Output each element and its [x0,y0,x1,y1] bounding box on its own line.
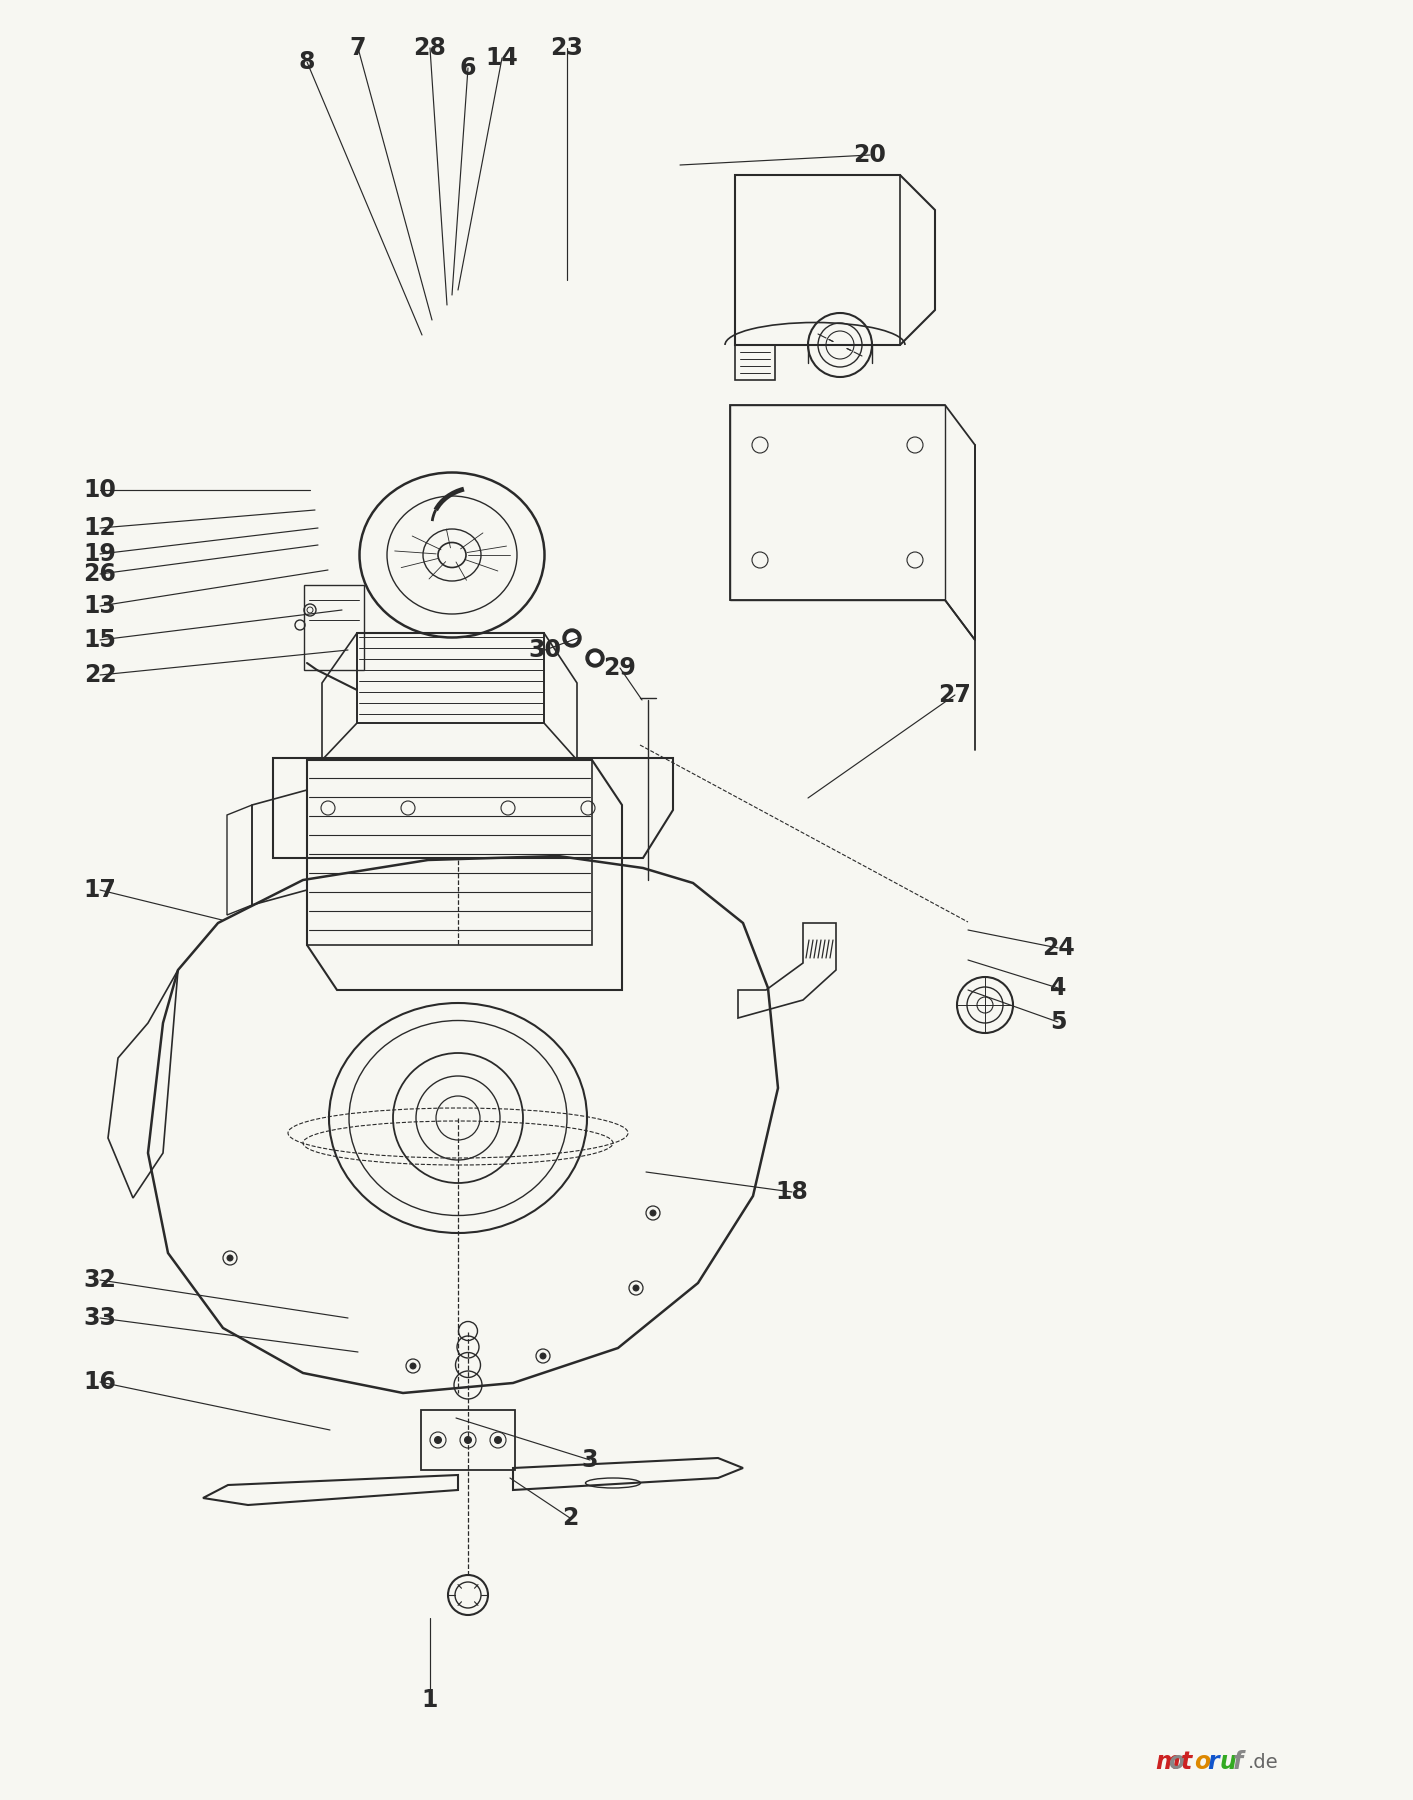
Text: 33: 33 [83,1307,116,1330]
Text: t: t [1181,1750,1193,1775]
Text: 26: 26 [83,562,116,587]
Text: 4: 4 [1050,976,1067,1001]
Text: 14: 14 [486,47,519,70]
Text: f: f [1234,1750,1243,1775]
Text: 16: 16 [83,1370,116,1393]
Text: u: u [1219,1750,1236,1775]
Text: o: o [1194,1750,1211,1775]
Text: 10: 10 [83,479,116,502]
Circle shape [562,628,581,646]
Text: .de: .de [1248,1753,1279,1771]
Circle shape [586,650,603,668]
Text: 12: 12 [83,517,116,540]
Text: 30: 30 [528,637,561,662]
Text: 7: 7 [350,36,366,59]
Text: 28: 28 [414,36,447,59]
Text: 13: 13 [83,594,116,617]
Text: 6: 6 [459,56,476,79]
Text: 8: 8 [298,50,315,74]
Text: 2: 2 [562,1507,578,1530]
Circle shape [495,1436,502,1444]
Circle shape [591,653,601,662]
Circle shape [465,1436,472,1444]
Circle shape [435,1436,441,1444]
Text: 24: 24 [1041,936,1074,959]
Text: r: r [1207,1750,1218,1775]
Text: 27: 27 [938,682,972,707]
Text: 1: 1 [422,1688,438,1712]
Text: 19: 19 [83,542,116,565]
Circle shape [567,634,577,643]
Circle shape [650,1210,656,1217]
Text: m: m [1154,1750,1180,1775]
Text: 22: 22 [83,662,116,688]
Circle shape [633,1285,639,1291]
Text: 23: 23 [551,36,584,59]
Text: 5: 5 [1050,1010,1067,1033]
Text: 3: 3 [582,1447,598,1472]
Text: 29: 29 [603,655,636,680]
Text: 17: 17 [83,878,116,902]
Circle shape [410,1363,415,1370]
Text: 20: 20 [853,142,886,167]
Text: 15: 15 [83,628,116,652]
Circle shape [227,1255,233,1262]
Circle shape [540,1354,545,1359]
Text: 32: 32 [83,1267,116,1292]
Text: 18: 18 [776,1181,808,1204]
Text: o: o [1169,1750,1184,1775]
